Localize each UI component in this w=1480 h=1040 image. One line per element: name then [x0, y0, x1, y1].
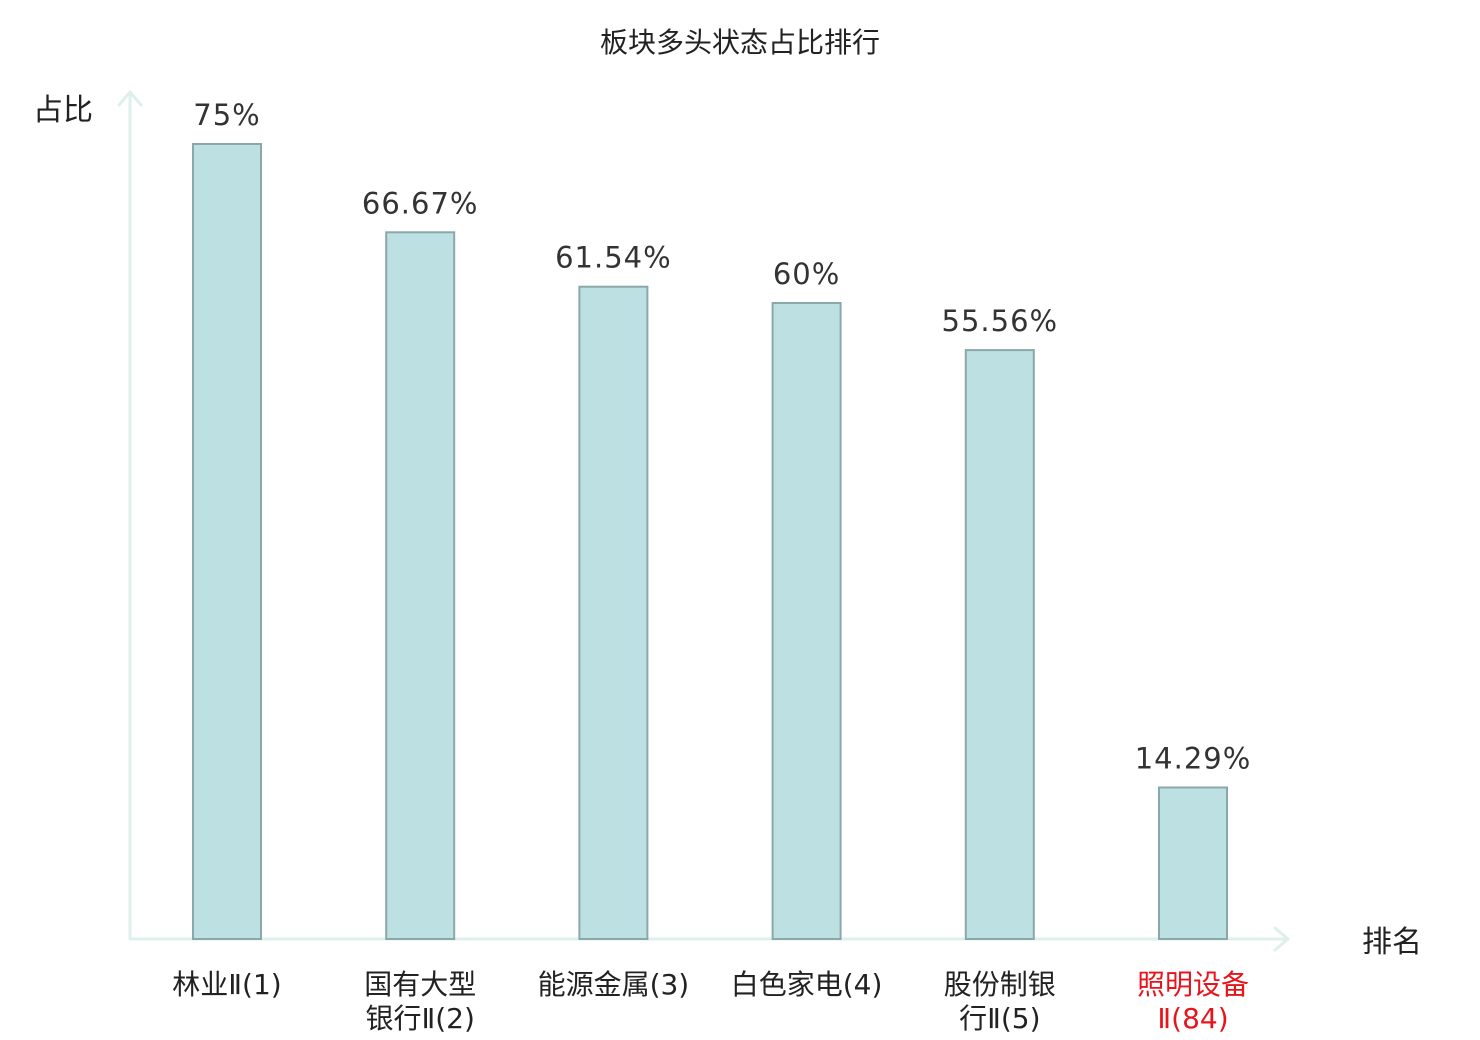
bar-3 — [578, 285, 649, 940]
bar-5 — [964, 349, 1035, 941]
category-label-4: 白色家电(4) — [731, 968, 883, 1001]
bar-2 — [385, 231, 456, 941]
category-label-5-line-1: 股份制银 — [944, 968, 1056, 1001]
chart-title: 板块多头状态占比排行 — [600, 26, 880, 59]
x-axis-arrow — [1273, 926, 1290, 952]
value-label-1: 75% — [193, 98, 260, 132]
category-label-1: 林业Ⅱ(1) — [172, 968, 281, 1001]
bar-1 — [192, 143, 262, 940]
category-label-2-line-2: 银行Ⅱ(2) — [365, 1002, 474, 1035]
category-label-2-line-1: 国有大型 — [364, 968, 476, 1001]
bars-group — [192, 143, 1228, 941]
y-axis-label: 占比 — [33, 93, 93, 128]
value-label-5: 55.56% — [942, 304, 1059, 338]
value-label-4: 60% — [773, 257, 840, 291]
value-labels-group: 75% 66.67% 61.54% 60% 55.56% 14.29% — [193, 98, 1252, 776]
x-axis-label: 排名 — [1362, 925, 1422, 960]
category-label-5-line-2: 行Ⅱ(5) — [959, 1002, 1040, 1035]
value-label-6: 14.29% — [1135, 742, 1252, 776]
y-axis-arrow — [117, 90, 143, 107]
value-label-3: 61.54% — [555, 241, 672, 275]
category-label-3: 能源金属(3) — [538, 968, 690, 1001]
axes — [117, 90, 1290, 952]
value-label-2: 66.67% — [362, 186, 479, 220]
category-label-6-line-1: 照明设备 — [1137, 968, 1249, 1001]
bar-4 — [771, 302, 842, 940]
category-label-6-line-2: Ⅱ(84) — [1157, 1002, 1228, 1035]
bar-6 — [1158, 786, 1228, 940]
